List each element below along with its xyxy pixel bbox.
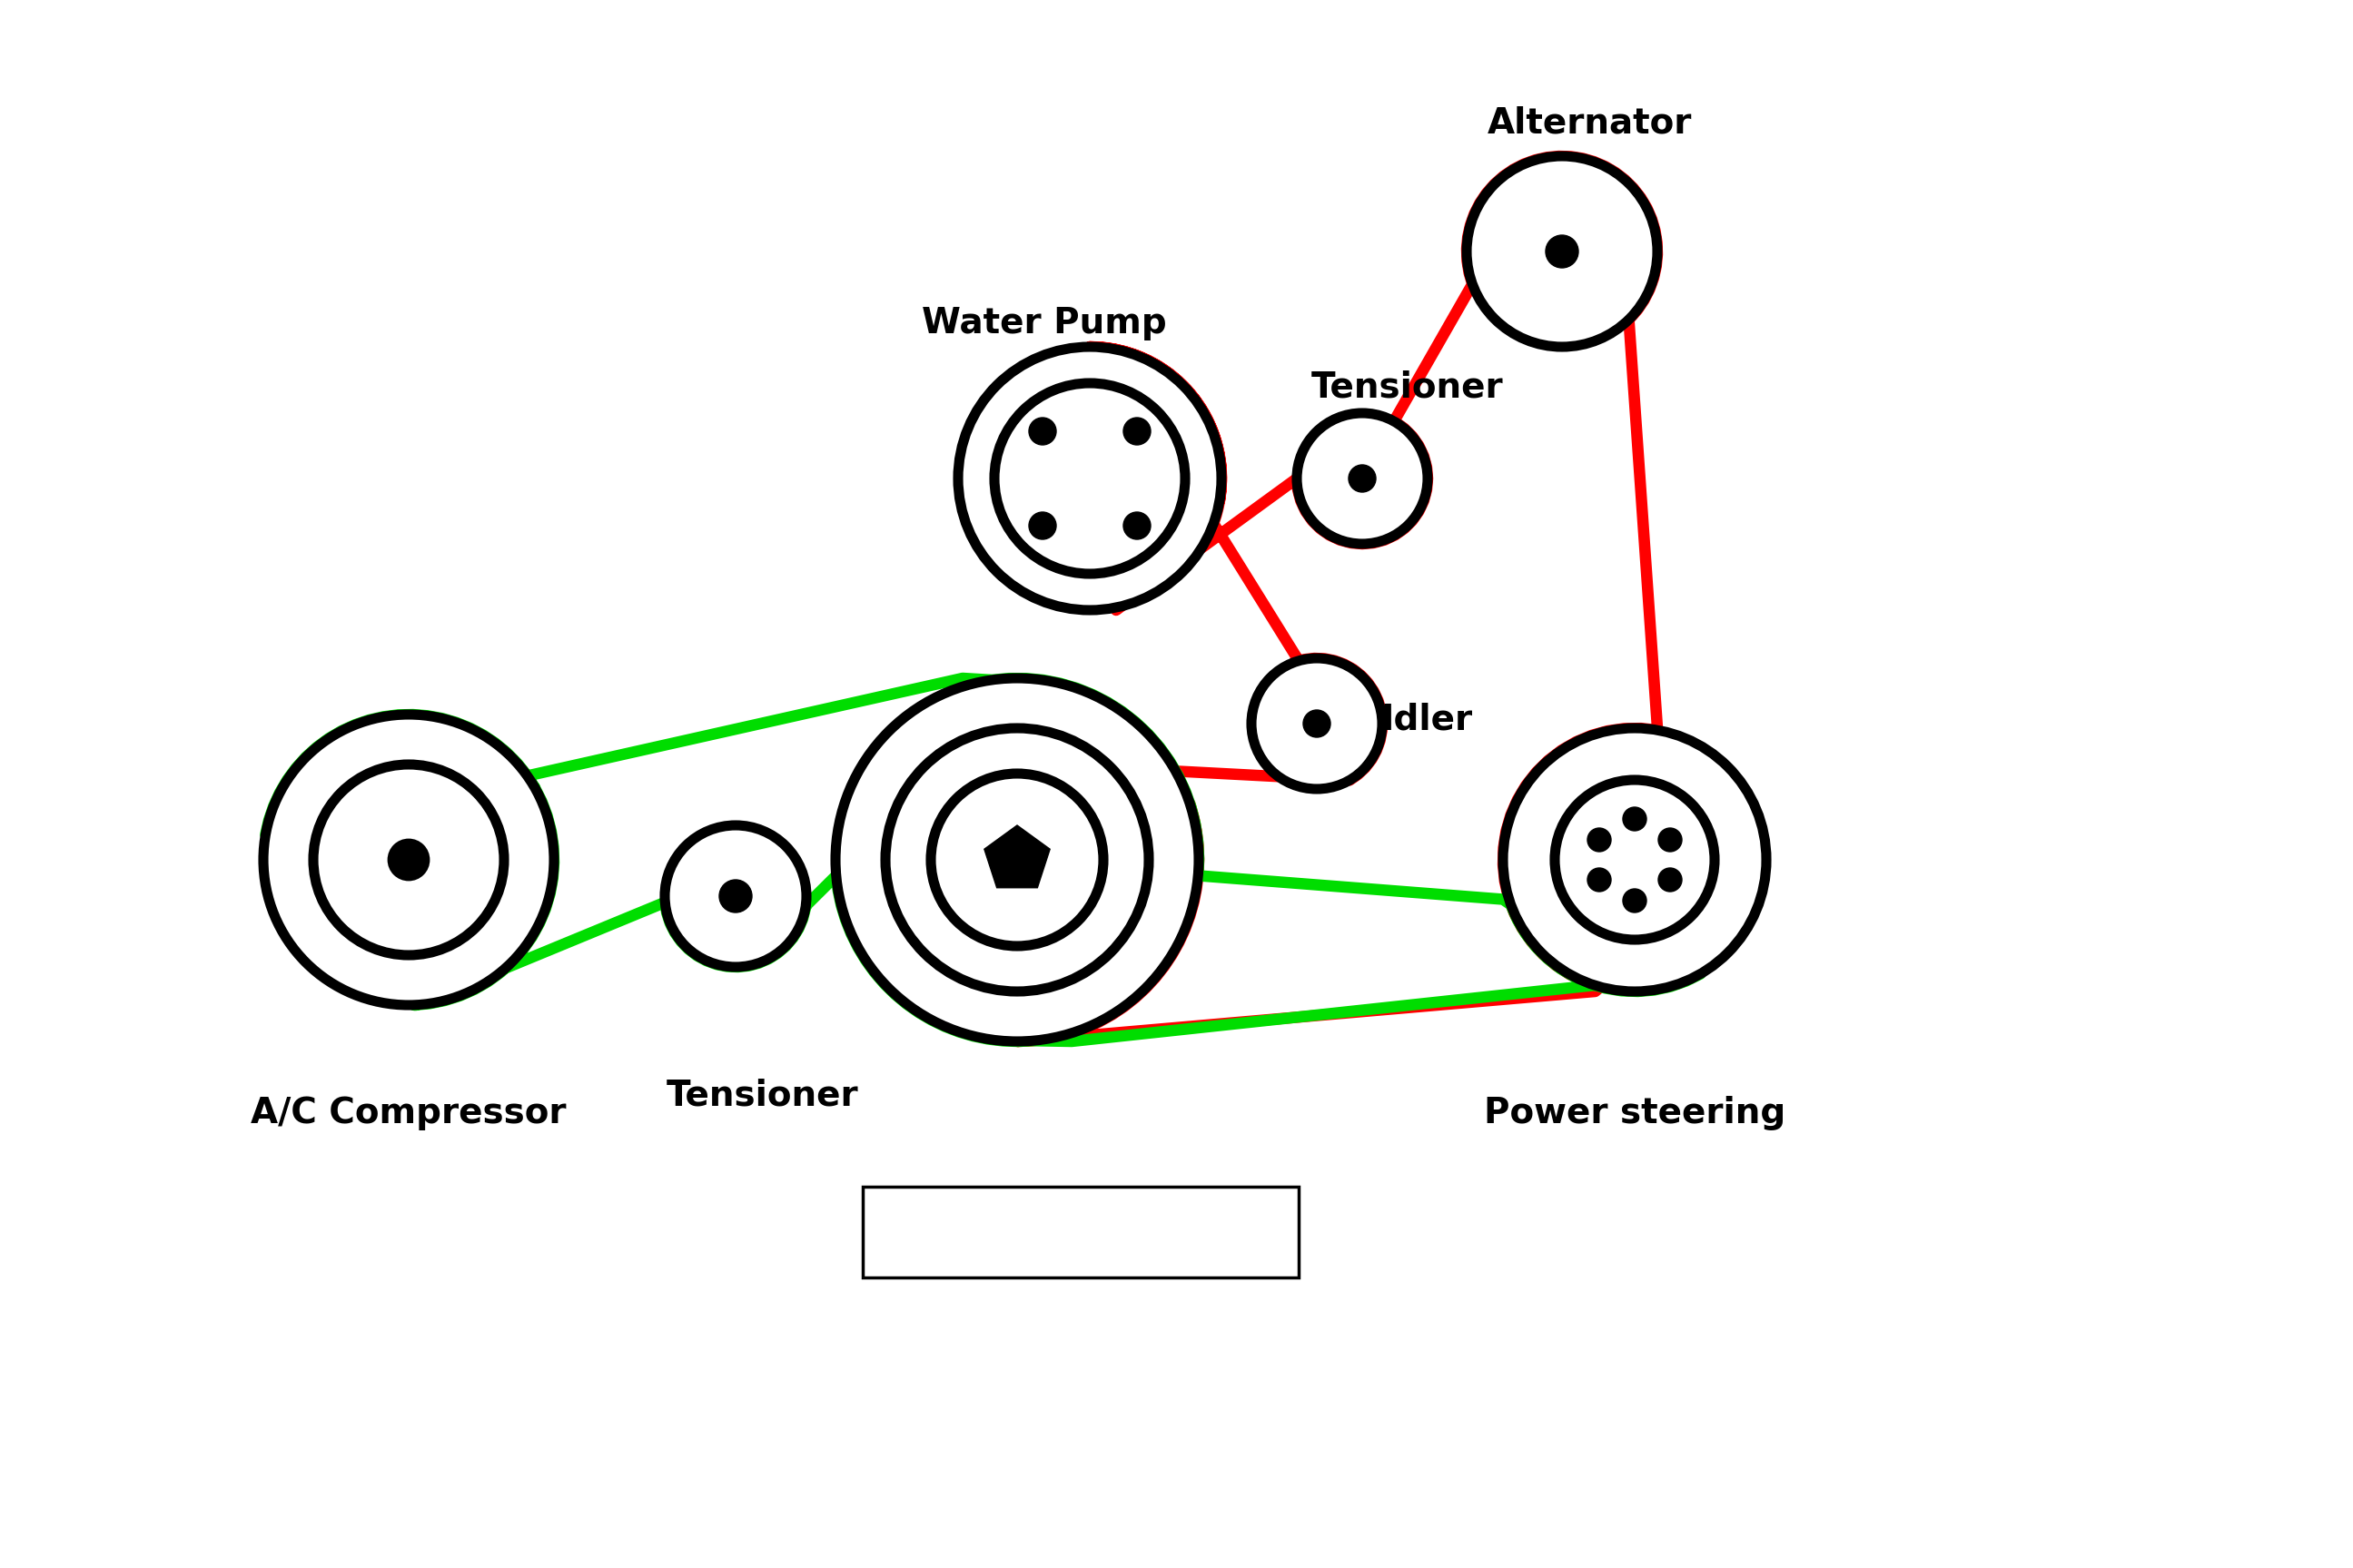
Circle shape bbox=[1588, 828, 1612, 851]
Text: Alternator: Alternator bbox=[1487, 107, 1692, 141]
Text: Tensioner: Tensioner bbox=[1311, 370, 1504, 405]
Circle shape bbox=[1297, 412, 1428, 544]
Text: Water Pump: Water Pump bbox=[922, 306, 1167, 340]
Text: Idler: Idler bbox=[1381, 702, 1473, 737]
Circle shape bbox=[388, 840, 428, 880]
Circle shape bbox=[1659, 869, 1682, 892]
Circle shape bbox=[1122, 513, 1151, 539]
Text: A/C Compressor: A/C Compressor bbox=[252, 1096, 567, 1131]
Circle shape bbox=[1466, 157, 1657, 347]
Circle shape bbox=[1028, 417, 1056, 445]
Circle shape bbox=[1546, 235, 1579, 268]
Circle shape bbox=[1624, 889, 1647, 913]
Circle shape bbox=[1348, 464, 1377, 492]
Circle shape bbox=[1252, 659, 1381, 789]
Circle shape bbox=[264, 715, 553, 1005]
Text: Tensioner: Tensioner bbox=[666, 1077, 859, 1112]
Circle shape bbox=[1304, 710, 1329, 737]
Circle shape bbox=[1028, 513, 1056, 539]
Circle shape bbox=[1624, 808, 1647, 831]
Circle shape bbox=[1659, 828, 1682, 851]
Polygon shape bbox=[984, 825, 1049, 887]
Text: Power steering: Power steering bbox=[1485, 1096, 1786, 1131]
Circle shape bbox=[1122, 417, 1151, 445]
Circle shape bbox=[1588, 869, 1612, 892]
Circle shape bbox=[720, 880, 753, 913]
Circle shape bbox=[666, 825, 807, 967]
Circle shape bbox=[835, 679, 1198, 1041]
Bar bbox=[864, 1187, 1299, 1278]
Circle shape bbox=[1504, 728, 1767, 991]
Circle shape bbox=[958, 347, 1221, 610]
